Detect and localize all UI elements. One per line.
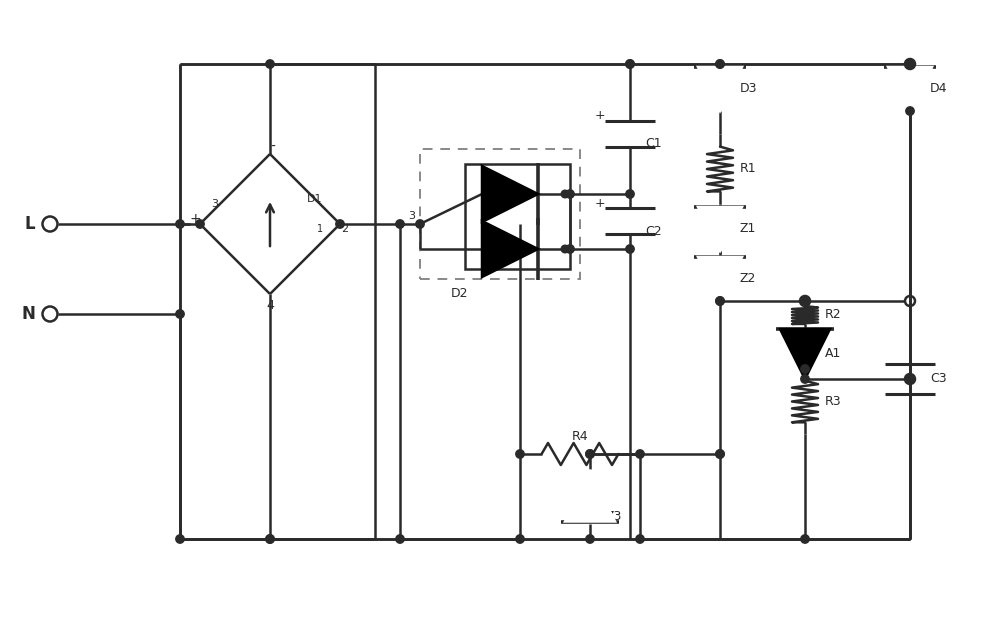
Bar (420, 149, 580, 279)
Text: Z1: Z1 (740, 223, 756, 235)
Text: R2: R2 (825, 308, 842, 321)
Circle shape (266, 60, 274, 68)
Text: R3: R3 (825, 395, 842, 408)
Circle shape (626, 190, 634, 198)
Polygon shape (780, 329, 830, 379)
Circle shape (906, 60, 914, 68)
Circle shape (801, 365, 809, 373)
Text: C2: C2 (645, 225, 662, 238)
Circle shape (716, 297, 724, 305)
Circle shape (396, 535, 404, 544)
Circle shape (586, 535, 594, 544)
Circle shape (626, 245, 634, 253)
Text: D1: D1 (307, 194, 323, 204)
Text: Z3: Z3 (605, 510, 621, 523)
Circle shape (176, 220, 184, 228)
Circle shape (516, 535, 524, 544)
Circle shape (561, 245, 569, 253)
Text: 2: 2 (341, 224, 349, 234)
Text: C3: C3 (930, 373, 947, 386)
Circle shape (566, 245, 574, 253)
Circle shape (176, 310, 184, 318)
Text: L: L (24, 215, 35, 233)
Polygon shape (698, 207, 742, 251)
Text: C1: C1 (645, 137, 662, 150)
Circle shape (586, 450, 594, 458)
Text: +: + (189, 212, 201, 226)
Circle shape (416, 220, 424, 228)
Circle shape (561, 190, 569, 198)
Text: +: + (595, 197, 605, 210)
Text: 3: 3 (408, 211, 415, 221)
Circle shape (716, 450, 724, 458)
Text: D4: D4 (930, 82, 948, 95)
Circle shape (196, 220, 204, 228)
Circle shape (906, 107, 914, 115)
Circle shape (176, 535, 184, 544)
Circle shape (516, 450, 524, 458)
Circle shape (801, 375, 809, 383)
Circle shape (266, 535, 274, 544)
Circle shape (906, 60, 914, 68)
Circle shape (801, 297, 809, 305)
Text: 4: 4 (266, 300, 274, 313)
Circle shape (716, 60, 724, 68)
Circle shape (636, 535, 644, 544)
Circle shape (716, 450, 724, 458)
Circle shape (626, 60, 634, 68)
Circle shape (626, 60, 634, 68)
Polygon shape (888, 67, 932, 111)
Circle shape (801, 535, 809, 544)
Circle shape (566, 190, 574, 198)
Bar (465, 164, 570, 269)
Polygon shape (698, 257, 742, 301)
Circle shape (336, 220, 344, 228)
Polygon shape (698, 67, 742, 111)
Text: A1: A1 (825, 348, 841, 361)
Polygon shape (565, 472, 615, 522)
Text: -: - (271, 140, 275, 154)
Polygon shape (482, 221, 538, 277)
Circle shape (636, 450, 644, 458)
Text: R4: R4 (572, 429, 588, 442)
Circle shape (586, 450, 594, 458)
Text: +: + (595, 109, 605, 122)
Text: Z2: Z2 (740, 273, 756, 286)
Text: D2: D2 (451, 288, 469, 301)
Circle shape (396, 220, 404, 228)
Text: R1: R1 (740, 162, 757, 175)
Polygon shape (482, 166, 538, 222)
Text: 3: 3 (212, 199, 218, 209)
Text: 1: 1 (317, 224, 323, 234)
Circle shape (906, 375, 914, 383)
Text: N: N (21, 305, 35, 323)
Circle shape (266, 535, 274, 544)
Circle shape (716, 297, 724, 305)
Text: D3: D3 (740, 82, 758, 95)
Circle shape (716, 60, 724, 68)
